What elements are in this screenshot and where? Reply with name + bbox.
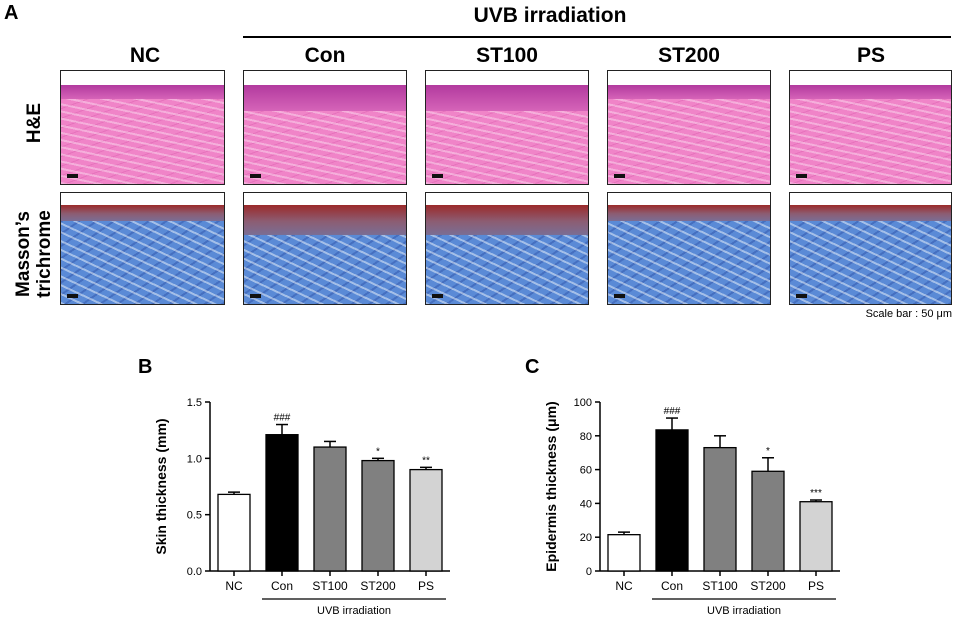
panel-c-letter: C: [525, 356, 540, 378]
masson-image-nc: [60, 192, 225, 305]
group-header-ps: PS: [856, 44, 885, 67]
row-label-masson: Masson’s trichrome: [13, 210, 55, 298]
bar-st200: [361, 459, 395, 572]
masson-image-ps: [789, 192, 952, 305]
he-image-nc: [60, 70, 225, 185]
bar-st100: [313, 446, 347, 572]
y-tick-label: 0.5: [187, 510, 202, 522]
y-tick-label: 20: [580, 532, 592, 544]
y-axis-label: Epidermis thickness (μm): [543, 401, 559, 571]
group-label: UVB irradiation: [707, 605, 781, 617]
y-tick-label: 40: [580, 498, 592, 510]
x-tick-label: Con: [661, 579, 683, 593]
group-header-st100: ST100: [476, 44, 538, 67]
bar-ps: [799, 501, 833, 572]
he-image-con: [243, 70, 407, 185]
significance-marker: **: [422, 455, 430, 466]
epidermis-thickness-chart: Epidermis thickness (μm) 0 20 40 60 80 100 NC ##…: [543, 397, 840, 617]
x-tick-label: ST200: [750, 579, 786, 593]
y-tick-label: 80: [580, 431, 592, 443]
row-label-he: H&E: [24, 102, 45, 144]
x-tick-label: ST100: [312, 579, 348, 593]
skin-thickness-chart: Skin thickness (mm) 0.0 0.5 1.0 1.5 NC ### Con S…: [153, 397, 450, 617]
x-tick-label: NC: [225, 579, 243, 593]
x-tick-label: Con: [271, 579, 293, 593]
x-tick-label: PS: [808, 579, 824, 593]
masson-image-st100: [425, 192, 589, 305]
uvb-irradiation-header: UVB irradiation: [473, 4, 627, 27]
significance-marker: ###: [664, 406, 681, 417]
masson-image-st200: [607, 192, 771, 305]
uvb-header-line: [243, 36, 951, 38]
bar-ps: [409, 468, 443, 572]
y-axis-label: Skin thickness (mm): [153, 418, 169, 554]
bar-con: [265, 434, 299, 572]
group-header-con: Con: [304, 44, 346, 67]
y-tick-label: 60: [580, 465, 592, 477]
x-tick-label: NC: [615, 579, 633, 593]
group-label: UVB irradiation: [317, 605, 391, 617]
y-tick-label: 1.0: [187, 453, 202, 465]
y-tick-label: 0.0: [187, 566, 202, 578]
group-header-st200: ST200: [658, 44, 720, 67]
x-tick-label: PS: [418, 579, 434, 593]
he-image-st200: [607, 70, 771, 185]
significance-marker: *: [766, 446, 770, 457]
bar-nc: [217, 493, 251, 572]
significance-marker: ***: [810, 488, 822, 499]
bar-con: [655, 429, 689, 572]
scale-bar-label: Scale bar : 50 μm: [865, 308, 952, 320]
panel-a-letter: A: [4, 2, 19, 24]
x-tick-label: ST200: [360, 579, 396, 593]
bar-nc: [607, 534, 641, 572]
y-tick-label: 100: [574, 397, 592, 409]
y-tick-label: 1.5: [187, 397, 202, 409]
he-image-ps: [789, 70, 952, 185]
significance-marker: ###: [274, 413, 291, 424]
x-tick-label: ST100: [702, 579, 738, 593]
panel-b-letter: B: [138, 356, 153, 378]
group-header-nc: NC: [129, 44, 161, 67]
he-image-st100: [425, 70, 589, 185]
bar-st100: [703, 446, 737, 572]
masson-image-con: [243, 192, 407, 305]
bar-st200: [751, 470, 785, 572]
y-tick-label: 0: [586, 566, 592, 578]
significance-marker: *: [376, 446, 380, 457]
